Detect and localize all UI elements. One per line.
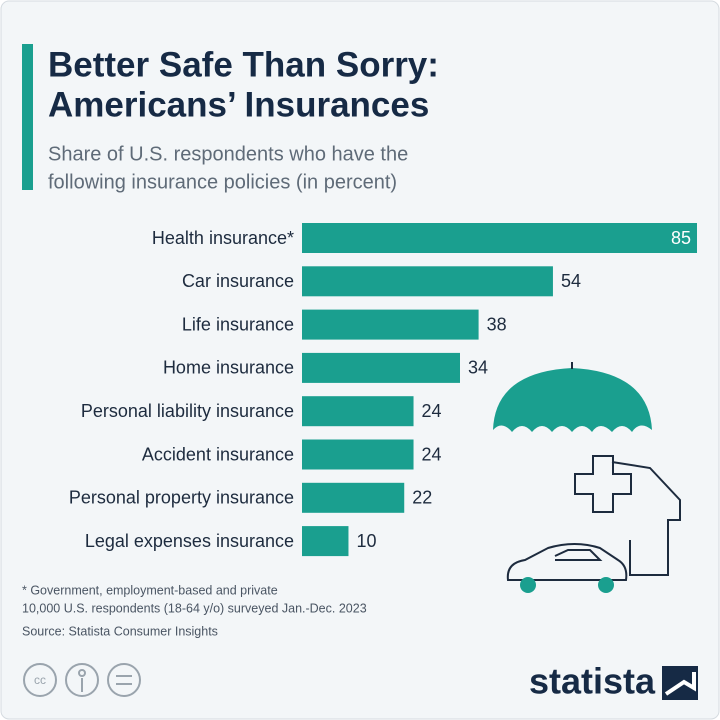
brand: statista [529, 661, 656, 702]
chart-title: Americans’ Insurances [48, 85, 429, 124]
category-label: Home insurance [163, 358, 294, 378]
value-label: 38 [487, 314, 507, 334]
value-label: 54 [561, 271, 581, 291]
category-label: Personal liability insurance [81, 401, 294, 421]
cc-icon: cc [34, 673, 46, 687]
value-label: 34 [468, 358, 488, 378]
subtitle: following insurance policies (in percent… [48, 171, 397, 193]
category-label: Life insurance [182, 314, 294, 334]
bar [302, 266, 553, 297]
title-accent [22, 44, 33, 190]
bar [302, 309, 479, 340]
value-label: 24 [422, 444, 442, 464]
value-label: 24 [422, 401, 442, 421]
subtitle: Share of U.S. respondents who have the [48, 143, 408, 165]
category-label: Legal expenses insurance [85, 531, 294, 551]
bar [302, 439, 414, 470]
chart-title: Better Safe Than Sorry: [48, 45, 439, 84]
bar [302, 526, 349, 557]
bar [302, 223, 697, 253]
source: Source: Statista Consumer Insights [22, 624, 218, 638]
category-label: Personal property insurance [69, 488, 294, 508]
illustration [493, 362, 681, 593]
category-label: Health insurance* [152, 228, 294, 248]
license-icons [23, 663, 141, 697]
bar [302, 352, 460, 383]
brand-logo [662, 666, 698, 700]
bar [302, 396, 414, 427]
value-label: 10 [356, 531, 376, 551]
category-label: Car insurance [182, 271, 294, 291]
bar [302, 482, 405, 513]
value-label: 22 [412, 488, 432, 508]
footnote: * Government, employment-based and priva… [22, 583, 278, 597]
footnote: 10,000 U.S. respondents (18-64 y/o) surv… [22, 601, 367, 615]
category-label: Accident insurance [142, 444, 294, 464]
value-label: 85 [671, 228, 691, 248]
